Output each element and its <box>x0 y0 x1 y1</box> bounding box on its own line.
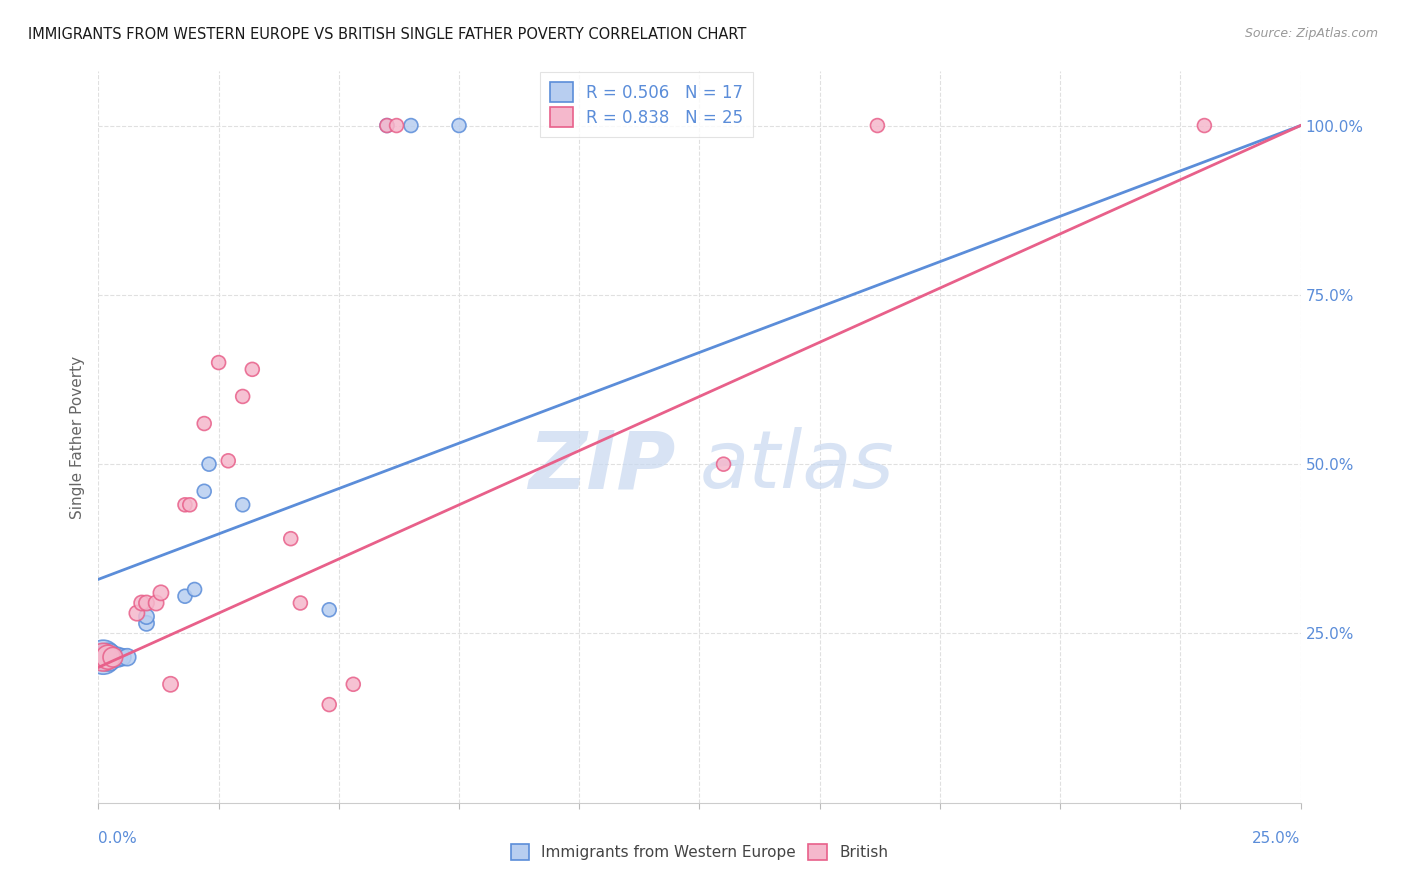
Point <box>385 119 408 133</box>
Point <box>97 650 120 665</box>
Point <box>290 596 312 610</box>
Point <box>159 677 181 691</box>
Point <box>318 603 340 617</box>
Text: 25.0%: 25.0% <box>1253 831 1301 846</box>
Point <box>447 119 470 133</box>
Point <box>232 498 254 512</box>
Point <box>131 596 153 610</box>
Point <box>208 355 231 369</box>
Text: Source: ZipAtlas.com: Source: ZipAtlas.com <box>1244 27 1378 40</box>
Point <box>149 586 172 600</box>
Point <box>399 119 422 133</box>
Point <box>91 650 114 665</box>
Point <box>97 650 120 665</box>
Point <box>107 650 129 665</box>
Point <box>101 650 124 665</box>
Point <box>240 362 263 376</box>
Point <box>183 582 205 597</box>
Point <box>318 698 340 712</box>
Point <box>198 457 221 471</box>
Point <box>375 119 398 133</box>
Text: ZIP: ZIP <box>529 427 675 506</box>
Point <box>135 616 157 631</box>
Point <box>145 596 167 610</box>
Point <box>193 484 215 499</box>
Point <box>135 609 157 624</box>
Point <box>713 457 735 471</box>
Point <box>125 606 148 620</box>
Y-axis label: Single Father Poverty: Single Father Poverty <box>70 356 86 518</box>
Point <box>866 119 889 133</box>
Point <box>179 498 201 512</box>
Point <box>232 389 254 403</box>
Point <box>101 650 124 665</box>
Point <box>135 596 157 610</box>
Point <box>375 119 398 133</box>
Point <box>342 677 364 691</box>
Text: atlas: atlas <box>700 427 894 506</box>
Text: IMMIGRANTS FROM WESTERN EUROPE VS BRITISH SINGLE FATHER POVERTY CORRELATION CHAR: IMMIGRANTS FROM WESTERN EUROPE VS BRITIS… <box>28 27 747 42</box>
Point <box>111 650 134 665</box>
Text: 0.0%: 0.0% <box>98 831 138 846</box>
Point <box>91 650 114 665</box>
Point <box>217 454 239 468</box>
Point <box>1194 119 1216 133</box>
Point <box>193 417 215 431</box>
Point <box>174 589 197 603</box>
Point <box>280 532 302 546</box>
Point <box>174 498 197 512</box>
Point <box>117 650 139 665</box>
Legend: Immigrants from Western Europe, British: Immigrants from Western Europe, British <box>506 839 893 864</box>
